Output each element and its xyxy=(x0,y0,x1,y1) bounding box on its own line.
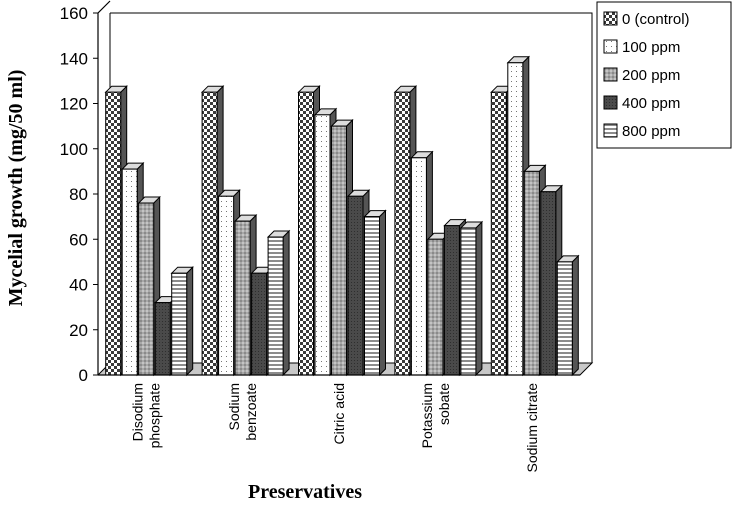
y-tick-label: 20 xyxy=(69,321,88,340)
bar-front xyxy=(105,91,122,376)
bar-front xyxy=(154,302,171,376)
bar-front xyxy=(251,272,268,376)
bar-front xyxy=(540,191,557,376)
y-tick-label: 120 xyxy=(60,95,88,114)
bar-front xyxy=(410,157,427,376)
bar-front xyxy=(234,220,251,376)
y-tick-label: 100 xyxy=(60,140,88,159)
bar-front xyxy=(347,195,364,376)
bar-front xyxy=(314,114,331,376)
bar-front xyxy=(427,238,444,376)
legend-item: 100 ppm xyxy=(603,39,680,56)
bar-side xyxy=(571,254,579,377)
legend-label: 100 ppm xyxy=(622,39,680,56)
y-tick-label: 80 xyxy=(69,185,88,204)
bar xyxy=(170,265,194,377)
y-tick-label: 160 xyxy=(60,4,88,23)
x-tick-label: Sodiumbenzoate xyxy=(226,383,259,441)
legend-item: 200 ppm xyxy=(603,67,680,84)
x-tick-label: Sodium citrate xyxy=(524,383,540,473)
bar-front xyxy=(394,91,411,376)
x-axis: Disodiumphosphate Sodiumbenzoate Citric ac… xyxy=(98,374,580,473)
bars xyxy=(104,55,580,377)
bar-side xyxy=(282,229,290,377)
x-tick-label: Citric acid xyxy=(331,383,347,444)
legend-swatch xyxy=(603,39,618,54)
bar-front xyxy=(523,170,540,376)
bar-side xyxy=(186,265,194,377)
bar-front xyxy=(507,62,524,376)
bar-front xyxy=(556,261,573,376)
x-tick-label: Disodiumphosphate xyxy=(130,383,163,449)
back-wall xyxy=(110,12,593,363)
bar-front xyxy=(121,168,138,376)
bar xyxy=(363,209,387,377)
bar-front xyxy=(298,91,314,376)
y-tick-label: 40 xyxy=(69,276,88,295)
bar-side xyxy=(475,220,483,377)
legend-swatch xyxy=(603,123,618,138)
legend-label: 200 ppm xyxy=(622,67,680,84)
bar xyxy=(556,254,580,377)
legend-item: 400 ppm xyxy=(603,95,680,112)
bar-front xyxy=(267,236,284,376)
legend-item: 800 ppm xyxy=(603,123,680,140)
bar-front xyxy=(443,225,460,376)
legend-swatch xyxy=(603,67,618,82)
legend: 0 (control) 100 ppm 200 ppm 400 ppm 800 ppm xyxy=(596,1,732,149)
y-tick-label: 140 xyxy=(60,49,88,68)
legend-label: 400 ppm xyxy=(622,95,680,112)
y-axis: 0 20 40 60 80 100 120 140 160 xyxy=(60,4,98,385)
bar xyxy=(266,229,291,377)
y-tick-label: 0 xyxy=(79,366,88,385)
bar-front xyxy=(460,227,477,376)
bar-front xyxy=(171,272,188,376)
legend-item: 0 (control) xyxy=(603,11,690,28)
bar-front xyxy=(138,202,155,376)
y-tick-label: 60 xyxy=(69,230,88,249)
bar-front xyxy=(490,91,507,376)
bar-front xyxy=(331,125,347,376)
x-tick-label: Potassiumsobate xyxy=(419,383,452,449)
legend-label: 800 ppm xyxy=(622,123,680,140)
x-axis-title: Preservatives xyxy=(248,481,362,503)
bar xyxy=(459,220,484,377)
legend-swatch xyxy=(603,95,618,110)
legend-label: 0 (control) xyxy=(622,11,690,28)
bar-front xyxy=(364,216,380,376)
bar-front xyxy=(201,91,218,376)
y-axis-title: Mycelial growth (mg/50 ml) xyxy=(5,70,27,307)
legend-swatch xyxy=(603,11,618,26)
bar-front xyxy=(218,195,235,376)
legend-box xyxy=(596,1,732,149)
bar-side xyxy=(379,209,386,377)
